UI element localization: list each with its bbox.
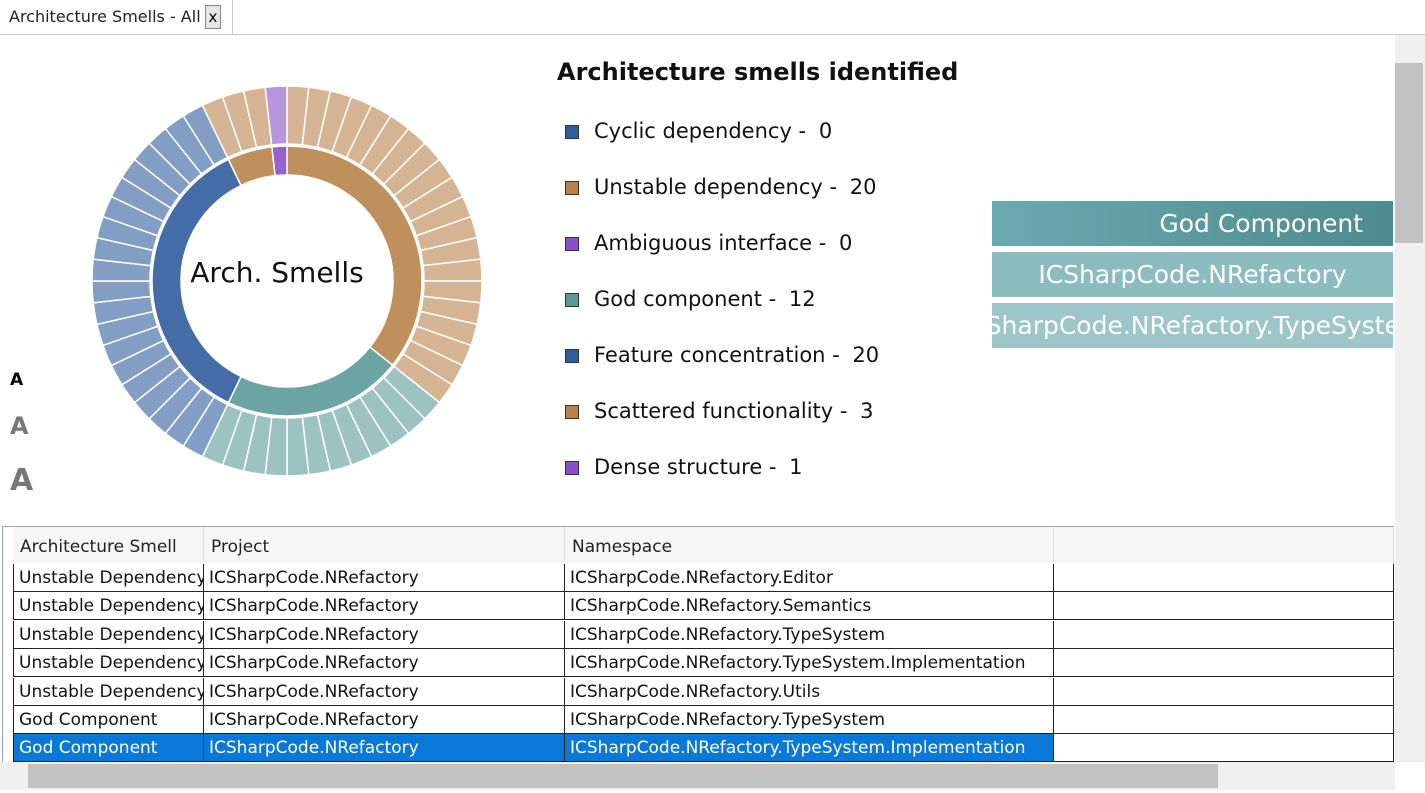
inner-segment <box>271 145 288 177</box>
legend-count: 1 <box>789 455 803 479</box>
legend-item: Cyclic dependency - 0 <box>565 116 832 146</box>
table-cell: Unstable Dependency <box>13 620 204 649</box>
legend-count: 12 <box>788 287 816 311</box>
legend-count: 0 <box>839 231 853 255</box>
center-label: Arch. Smells <box>190 256 363 289</box>
table-cell: ICSharpCode.NRefactory <box>204 592 565 621</box>
column-header[interactable]: Namespace <box>565 527 1054 563</box>
column-header[interactable]: Architecture Smell <box>13 527 204 563</box>
table-cell: ICSharpCode.NRefactory.Utils <box>565 677 1054 706</box>
legend-label: Feature concentration - <box>594 343 847 367</box>
sunburst: Arch. Smells <box>91 85 483 477</box>
legend-swatch <box>565 237 579 251</box>
table-cell <box>1054 564 1394 592</box>
table-cell <box>1054 734 1394 763</box>
font-size-button[interactable]: A <box>10 370 24 390</box>
data-grid: Architecture Smell Project Namespace Unstab… <box>2 526 1394 763</box>
scroll-thumb[interactable] <box>28 764 1218 788</box>
table-cell: ICSharpCode.NRefactory.TypeSystem.Implem… <box>565 649 1054 678</box>
scroll-thumb[interactable] <box>1395 63 1423 243</box>
column-header <box>1054 527 1394 563</box>
tab-title: Architecture Smells - All <box>9 7 201 26</box>
table-cell: ICSharpCode.NRefactory <box>204 649 565 678</box>
font-size-button[interactable]: A <box>10 412 29 440</box>
tab-close[interactable]: x <box>205 5 221 29</box>
legend-swatch <box>565 461 579 475</box>
legend-item: Dense structure - 1 <box>565 452 803 482</box>
vertical-scrollbar[interactable] <box>1395 35 1425 762</box>
legend-label: Ambiguous interface - <box>594 231 833 255</box>
breadcrumb-item[interactable]: ICSharpCode.NRefactory <box>992 252 1393 297</box>
table-cell: God Component <box>13 706 204 734</box>
legend-item: Unstable dependency - 20 <box>565 172 877 202</box>
table-cell: ICSharpCode.NRefactory <box>204 564 565 592</box>
legend-label: Cyclic dependency - <box>594 119 813 143</box>
table-cell: ICSharpCode.NRefactory <box>204 677 565 706</box>
legend-count: 0 <box>818 119 833 143</box>
table-cell <box>1054 706 1394 734</box>
horizontal-scrollbar[interactable] <box>0 762 1395 790</box>
table-cell <box>1054 677 1394 706</box>
tab-bar: Architecture Smells - All x <box>0 0 1425 35</box>
legend-count: 3 <box>860 399 874 423</box>
table-cell: ICSharpCode.NRefactory <box>204 620 565 649</box>
legend-label: Dense structure - <box>594 455 784 479</box>
legend-swatch <box>565 349 579 363</box>
table-cell: God Component <box>13 734 204 763</box>
legend-item: Feature concentration - 20 <box>565 340 879 370</box>
column-header[interactable]: Project <box>204 527 565 563</box>
table-cell: ICSharpCode.NRefactory <box>204 734 565 763</box>
table-cell: Unstable Dependency <box>13 564 204 592</box>
table-cell <box>1054 592 1394 621</box>
legend-count: 20 <box>852 343 880 367</box>
table-cell <box>1054 620 1394 649</box>
legend-title: Architecture smells identified <box>557 58 959 86</box>
legend-item: Ambiguous interface - 0 <box>565 228 852 258</box>
outer-segment <box>264 85 288 146</box>
legend-label: Scattered functionality - <box>594 399 855 423</box>
breadcrumb-item[interactable]: ICSharpCode.NRefactory.TypeSystem <box>992 303 1393 348</box>
legend-swatch <box>565 181 579 195</box>
table-cell: ICSharpCode.NRefactory <box>204 706 565 734</box>
legend-swatch <box>565 125 579 139</box>
table-cell: ICSharpCode.NRefactory.Semantics <box>565 592 1054 621</box>
table-cell: ICSharpCode.NRefactory.TypeSystem <box>565 706 1054 734</box>
legend-label: Unstable dependency - <box>594 175 844 199</box>
table-cell: ICSharpCode.NRefactory.TypeSystem <box>565 620 1054 649</box>
tab[interactable]: Architecture Smells - All x <box>0 0 233 34</box>
table-cell: Unstable Dependency <box>13 649 204 678</box>
table-cell <box>1054 649 1394 678</box>
breadcrumb-item[interactable]: God Component <box>992 201 1393 246</box>
table-cell: Unstable Dependency <box>13 592 204 621</box>
legend-swatch <box>565 293 579 307</box>
legend-item: God component - 12 <box>565 284 816 314</box>
table-cell: Unstable Dependency <box>13 677 204 706</box>
legend-label: God component - <box>594 287 783 311</box>
table-cell: ICSharpCode.NRefactory.Editor <box>565 564 1054 592</box>
legend-item: Scattered functionality - 3 <box>565 396 874 426</box>
legend-swatch <box>565 405 579 419</box>
legend-count: 20 <box>849 175 877 199</box>
font-size-button[interactable]: A <box>10 463 34 498</box>
table-cell: ICSharpCode.NRefactory.TypeSystem.Implem… <box>565 734 1054 763</box>
